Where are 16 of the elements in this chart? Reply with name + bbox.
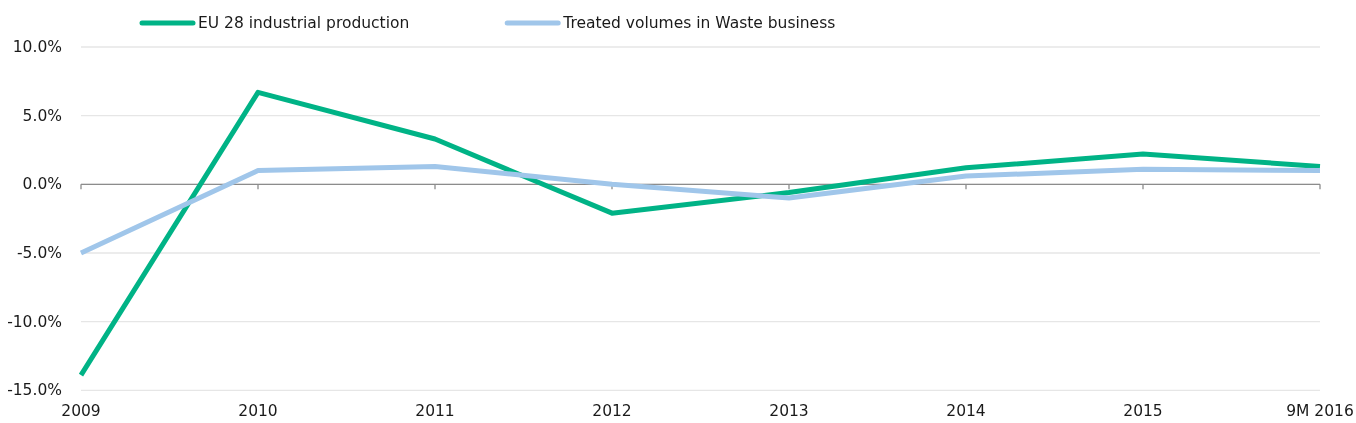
y-tick-label: -15.0% bbox=[7, 381, 62, 400]
y-tick-label: 0.0% bbox=[22, 175, 62, 194]
legend-label: Treated volumes in Waste business bbox=[562, 14, 836, 32]
legend-label: EU 28 industrial production bbox=[198, 14, 410, 32]
x-tick-label: 2009 bbox=[61, 402, 101, 420]
x-tick-label: 9M 2016 bbox=[1286, 402, 1354, 420]
x-tick-label: 2015 bbox=[1123, 402, 1163, 420]
x-tick-label: 2013 bbox=[769, 402, 809, 420]
x-tick-label: 2012 bbox=[592, 402, 632, 420]
y-tick-label: -10.0% bbox=[7, 312, 62, 331]
y-tick-label: 5.0% bbox=[22, 106, 62, 125]
y-tick-label: -5.0% bbox=[17, 243, 62, 262]
x-tick-label: 2011 bbox=[415, 402, 455, 420]
y-tick-label: 10.0% bbox=[12, 38, 62, 56]
x-tick-label: 2010 bbox=[238, 402, 278, 420]
x-tick-label: 2014 bbox=[946, 402, 986, 420]
